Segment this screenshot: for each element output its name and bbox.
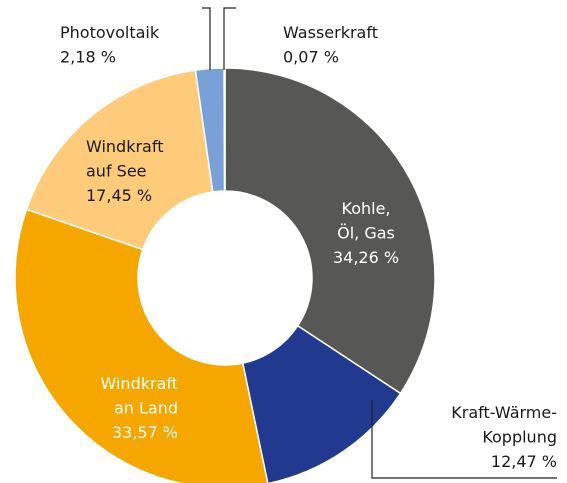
slice <box>224 67 436 395</box>
leader-line <box>202 7 211 70</box>
slice-label: Öl, Gas <box>337 224 395 243</box>
value-label: 33,57 % <box>112 423 178 442</box>
slice-label: Kraft-Wärme- <box>451 403 557 422</box>
slices <box>14 67 436 483</box>
slice-label: auf See <box>86 162 147 181</box>
value-label: 0,07 % <box>283 48 339 67</box>
slice-label: an Land <box>114 399 178 418</box>
slice <box>14 208 269 483</box>
leader-line <box>371 400 557 479</box>
slice-label: Windkraft <box>101 374 178 393</box>
slice-label: Kohle, <box>342 199 391 218</box>
value-label: 12,47 % <box>491 452 557 471</box>
slice <box>25 69 214 251</box>
slice-label: Kopplung <box>482 428 557 447</box>
slice-label: Photovoltaik <box>60 23 160 42</box>
leader-line <box>223 7 236 70</box>
slice-label: Wasserkraft <box>283 23 378 42</box>
value-label: 34,26 % <box>333 248 399 267</box>
value-label: 2,18 % <box>60 48 116 67</box>
slice-label: Windkraft <box>86 137 163 156</box>
value-label: 17,45 % <box>86 186 152 205</box>
slice <box>223 67 226 192</box>
